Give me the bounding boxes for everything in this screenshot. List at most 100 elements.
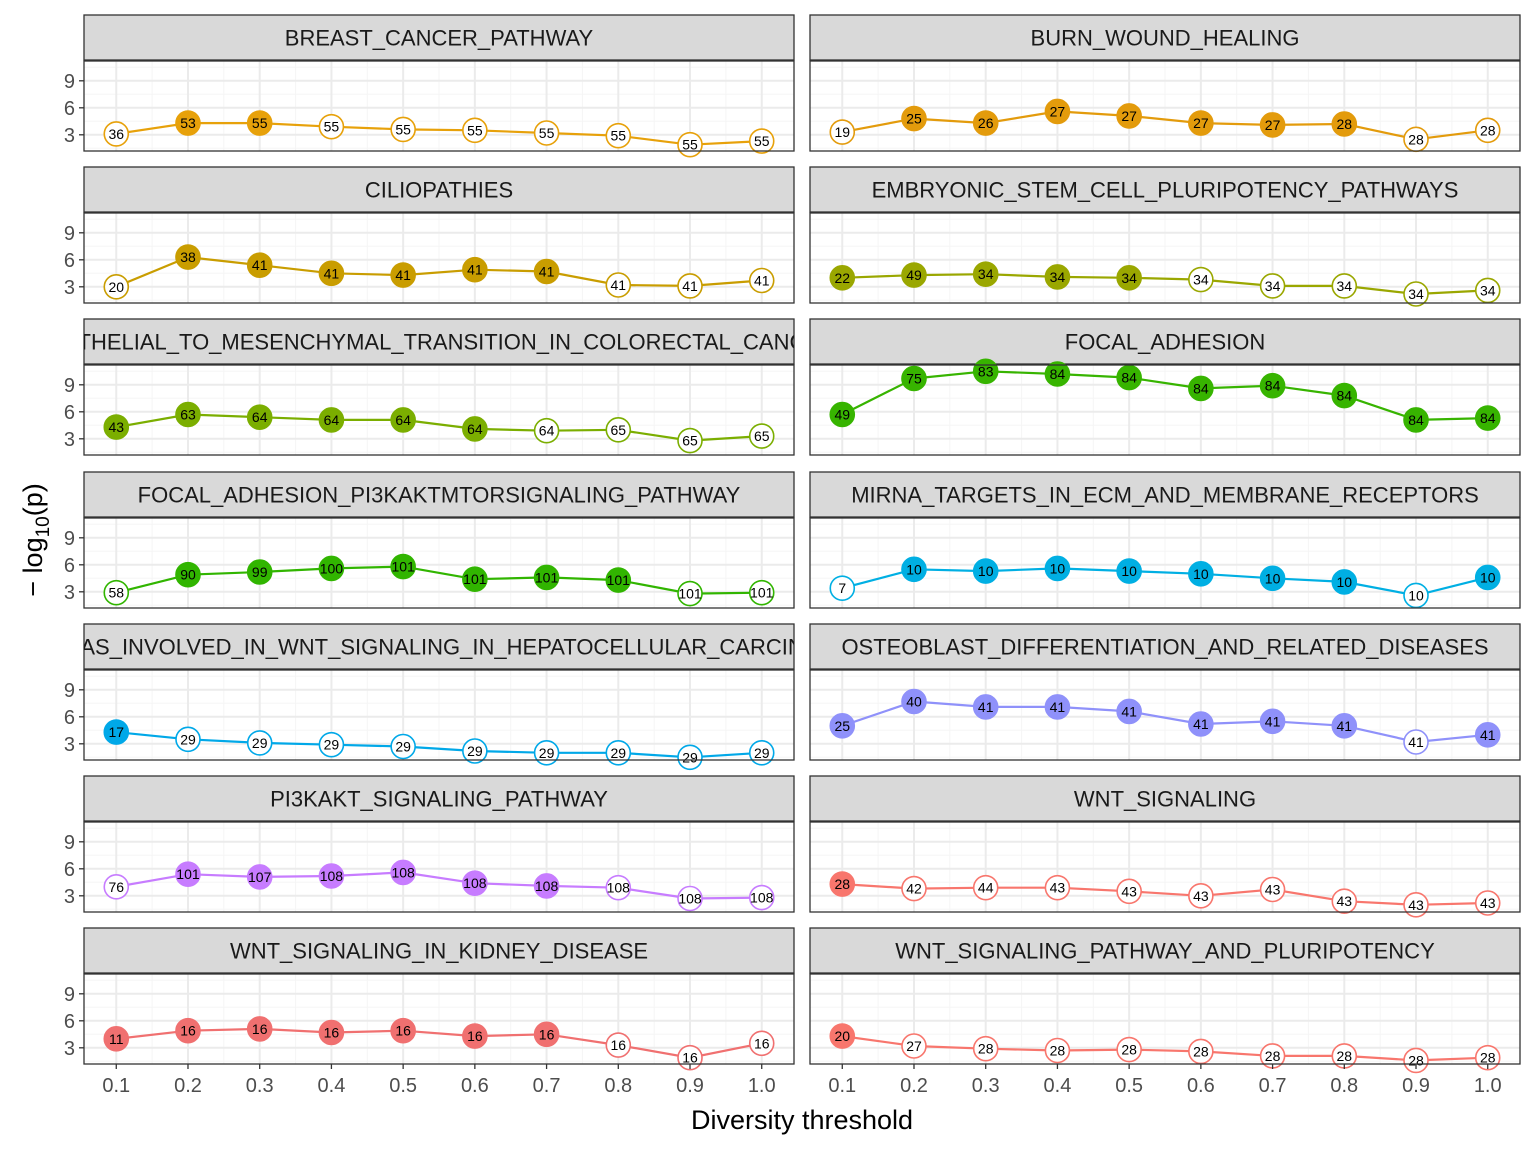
data-point (1116, 1036, 1142, 1063)
data-point (318, 113, 345, 140)
data-point (1259, 708, 1286, 735)
data-point (1116, 264, 1142, 291)
data-label: 41 (467, 262, 483, 278)
data-label: 43 (1480, 895, 1496, 911)
data-point (246, 404, 273, 431)
data-label: 101 (607, 572, 631, 588)
facet-strip (809, 927, 1521, 974)
data-point (748, 739, 775, 766)
data-label: 34 (1265, 278, 1281, 294)
data-point (901, 262, 927, 288)
data-point (1259, 112, 1286, 138)
y-axis-title: − log10(p) (18, 483, 54, 596)
data-point (533, 258, 560, 285)
data-point (103, 1026, 130, 1052)
data-point (1474, 890, 1501, 916)
facet-panel: MIRNAS_INVOLVED_IN_WNT_SIGNALING_IN_HEPA… (64, 623, 795, 771)
panel-border (83, 821, 795, 913)
data-label: 108 (463, 875, 487, 891)
data-point (829, 264, 856, 291)
data-label: 44 (978, 880, 994, 896)
grid (84, 822, 794, 912)
data-label: 55 (539, 125, 555, 141)
data-point (1331, 712, 1358, 739)
y-tick-label: 9 (64, 223, 75, 245)
series-line (116, 1027, 762, 1059)
grid (810, 822, 1520, 912)
data-label: 108 (750, 890, 774, 906)
panel-border (83, 517, 795, 609)
data-label: 16 (252, 1021, 268, 1037)
data-point (1188, 560, 1214, 587)
data-label: 64 (539, 423, 555, 439)
data-label: 10 (1265, 570, 1281, 586)
data-label: 20 (108, 279, 124, 295)
data-point (246, 1016, 273, 1042)
data-label: 17 (108, 724, 124, 740)
data-label: 84 (1337, 388, 1353, 404)
data-point (1044, 264, 1071, 290)
panel-border (809, 517, 1521, 609)
data-label: 27 (1121, 108, 1137, 124)
panel-border (83, 669, 795, 761)
facet-strip (809, 623, 1521, 670)
data-point (1474, 721, 1501, 748)
data-point (1044, 694, 1071, 720)
data-label: 84 (1408, 412, 1424, 428)
data-point (748, 423, 775, 449)
series-line (116, 731, 762, 759)
data-point (462, 738, 488, 764)
data-point (829, 1023, 856, 1049)
data-label: 38 (180, 249, 196, 265)
data-label: 64 (395, 412, 411, 428)
data-point (1474, 117, 1501, 144)
panel-border (83, 364, 795, 456)
grid (810, 365, 1520, 455)
facet-panel: WNT_SIGNALING 28 42 44 43 43 43 43 43 43 43 (809, 775, 1521, 918)
data-label: 83 (978, 363, 994, 379)
data-label: 43 (1265, 882, 1281, 898)
facet-title: WNT_SIGNALING (1074, 787, 1256, 812)
data-label: 20 (834, 1028, 850, 1044)
data-label: 10 (1408, 587, 1424, 603)
y-tick-label: 3 (64, 125, 75, 147)
x-tick-label: 0.6 (461, 1075, 489, 1097)
data-point (972, 261, 999, 288)
data-label: 28 (1337, 1048, 1353, 1064)
data-point (1116, 878, 1142, 905)
data-point (1331, 273, 1358, 299)
data-label: 22 (834, 270, 850, 286)
data-point (901, 365, 927, 392)
data-label: 90 (180, 567, 196, 583)
series-line (116, 565, 762, 595)
data-point (246, 730, 273, 756)
data-label: 27 (1050, 103, 1066, 119)
data-label: 43 (108, 419, 124, 435)
data-point (1259, 372, 1286, 399)
data-label: 10 (906, 561, 922, 577)
data-label: 49 (906, 267, 922, 283)
data-label: 75 (906, 371, 922, 387)
data-label: 25 (834, 718, 850, 734)
data-point (972, 110, 999, 136)
data-point (972, 694, 999, 720)
data-label: 55 (324, 119, 340, 135)
facet-title: BREAST_CANCER_PATHWAY (285, 26, 594, 51)
facet-panel: WNT_SIGNALING_IN_KIDNEY_DISEASE 3 6 9 11 16 16… (64, 927, 795, 1071)
data-label: 99 (252, 564, 268, 580)
data-label: 84 (1121, 370, 1137, 386)
facet-title: BURN_WOUND_HEALING (1031, 26, 1300, 51)
data-label: 84 (1050, 366, 1066, 382)
data-point (103, 719, 130, 745)
data-point (462, 416, 488, 442)
data-point (533, 120, 560, 146)
data-point (829, 401, 856, 428)
x-tick-label: 0.1 (102, 1075, 130, 1097)
data-point (1259, 565, 1286, 592)
data-label: 55 (252, 115, 268, 131)
data-point (605, 1032, 632, 1058)
data-point (1331, 382, 1358, 409)
data-point (103, 873, 130, 900)
data-point (901, 875, 927, 902)
data-label: 16 (611, 1037, 627, 1053)
